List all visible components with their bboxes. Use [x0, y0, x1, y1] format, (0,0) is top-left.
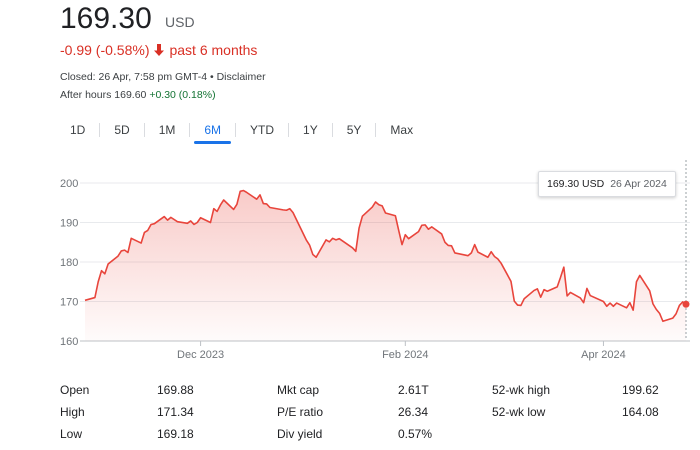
- tab-max[interactable]: Max: [390, 123, 414, 137]
- stat-value: 26.34: [398, 405, 429, 419]
- tab-divider: [331, 123, 333, 137]
- stat-label: High: [60, 405, 85, 419]
- tab-divider: [189, 123, 191, 137]
- x-tick-label: Feb 2024: [382, 349, 428, 361]
- x-tick-label: Dec 2023: [177, 349, 224, 361]
- y-tick-label: 180: [60, 257, 78, 269]
- price-change: -0.99 (-0.58%) past 6 months: [60, 42, 257, 58]
- tab-1d[interactable]: 1D: [70, 123, 86, 137]
- stat-label: 52-wk high: [492, 383, 551, 397]
- stat-low: Low 169.18: [60, 427, 194, 441]
- after-hours-change: +0.30 (0.18%): [149, 89, 216, 101]
- stat-pe-ratio: P/E ratio 26.34: [277, 405, 428, 419]
- range-tabs: 1D 5D 1M 6M YTD 1Y 5Y Max: [56, 118, 427, 144]
- after-hours-info: After hours 169.60 +0.30 (0.18%): [60, 89, 216, 101]
- x-tick-label: Apr 2024: [581, 349, 626, 361]
- stat-value: 169.18: [157, 427, 194, 441]
- tab-1y[interactable]: 1Y: [303, 123, 318, 137]
- price-line: [84, 189, 687, 323]
- currency-label: USD: [165, 14, 195, 30]
- y-tick-label: 190: [60, 218, 78, 230]
- tab-1m[interactable]: 1M: [158, 123, 176, 137]
- y-tick-label: 170: [60, 297, 78, 309]
- change-value: -0.99 (-0.58%): [60, 42, 150, 58]
- stat-value: 199.62: [622, 383, 659, 397]
- y-tick-label: 160: [60, 336, 78, 348]
- stat-value: 2.61T: [398, 383, 429, 397]
- stock-price: 169.30: [60, 2, 152, 35]
- stat-div-yield: Div yield 0.57%: [277, 427, 432, 441]
- tooltip-value: 169.30 USD: [547, 178, 605, 190]
- change-period: past 6 months: [169, 42, 258, 58]
- stat-value: 169.88: [157, 383, 194, 397]
- arrow-down-icon: [154, 44, 165, 56]
- tab-5d[interactable]: 5D: [114, 123, 130, 137]
- stat-52wk-high: 52-wk high 199.62: [492, 383, 659, 397]
- tab-divider: [235, 123, 237, 137]
- stat-52wk-low: 52-wk low 164.08: [492, 405, 659, 419]
- stat-high: High 171.34: [60, 405, 194, 419]
- stat-label: Open: [60, 383, 90, 397]
- tab-6m[interactable]: 6M: [190, 123, 235, 144]
- stat-label: Low: [60, 427, 83, 441]
- stat-label: Mkt cap: [277, 383, 320, 397]
- chart-tooltip: 169.30 USD 26 Apr 2024: [538, 171, 676, 197]
- tab-divider: [288, 123, 290, 137]
- tab-divider: [143, 123, 145, 137]
- current-point: [682, 300, 690, 308]
- tab-5y[interactable]: 5Y: [346, 123, 362, 137]
- tab-ytd[interactable]: YTD: [250, 123, 275, 137]
- tooltip-date: 26 Apr 2024: [610, 178, 667, 190]
- stat-value: 171.34: [157, 405, 194, 419]
- y-tick-label: 200: [60, 178, 78, 190]
- market-status[interactable]: Closed: 26 Apr, 7:58 pm GMT-4 • Disclaim…: [60, 71, 266, 83]
- stat-value: 0.57%: [398, 427, 433, 441]
- stat-label: P/E ratio: [277, 405, 324, 419]
- stat-label: Div yield: [277, 427, 323, 441]
- stat-mkt-cap: Mkt cap 2.61T: [277, 383, 429, 397]
- tab-divider: [99, 123, 101, 137]
- stat-label: 52-wk low: [492, 405, 546, 419]
- stat-open: Open 169.88: [60, 383, 194, 397]
- price-area: [85, 190, 686, 341]
- tab-divider: [375, 123, 377, 137]
- after-hours-price: After hours 169.60: [60, 89, 147, 101]
- stat-value: 164.08: [622, 405, 659, 419]
